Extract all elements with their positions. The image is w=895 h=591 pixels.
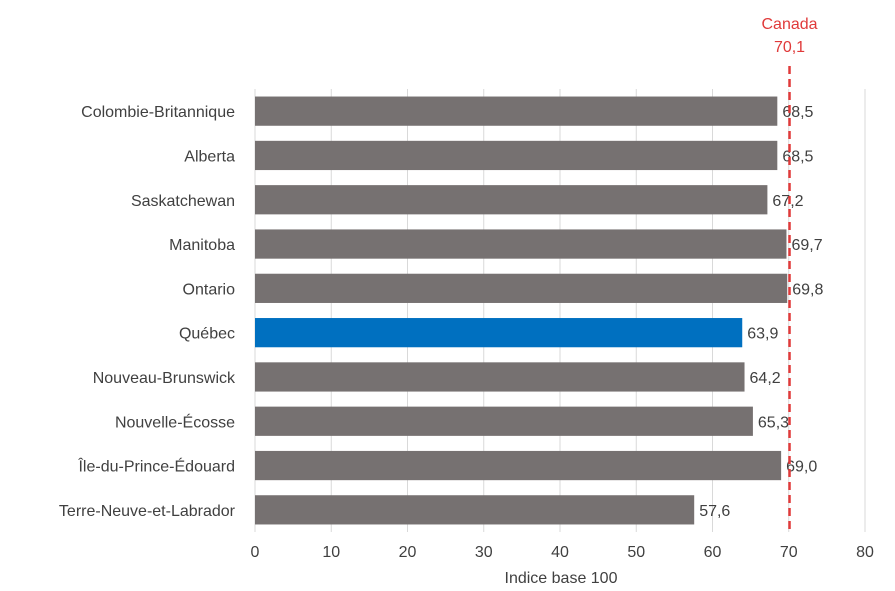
reference-value: 70,1 [774,39,805,56]
value-label: 63,9 [747,326,778,343]
category-label: Colombie-Britannique [81,104,235,121]
bar [255,318,743,348]
x-tick-label: 20 [399,544,417,561]
category-labels: Colombie-Britannique Alberta Saskatchewan M… [59,104,236,520]
category-label: Île-du-Prince-Édouard [77,457,235,476]
x-tick-label: 30 [475,544,493,561]
value-label: 69,8 [792,281,823,298]
bar [255,273,788,303]
category-label: Ontario [183,281,236,298]
bar [255,185,768,215]
x-tick-label: 60 [704,544,722,561]
bar [255,140,778,171]
category-label: Manitoba [169,237,235,254]
x-tick-label: 80 [856,544,874,561]
bars [255,96,788,525]
category-label: Québec [179,326,235,343]
x-axis-tick-labels: 0 10 20 30 40 50 60 70 80 [251,544,874,561]
x-axis-title: Indice base 100 [505,570,618,587]
category-label: Nouvelle-Écosse [115,412,235,431]
reference-name: Canada [761,16,817,33]
x-tick-label: 40 [551,544,569,561]
x-tick-label: 50 [627,544,645,561]
x-tick-label: 70 [780,544,798,561]
value-label: 68,5 [782,104,813,121]
value-label: 68,5 [782,148,813,165]
category-label: Nouveau-Brunswick [93,370,236,387]
value-labels: 68,5 68,5 67,2 69,7 69,8 63,9 64,2 65,3 69,0 57,6 [699,104,823,520]
bar [255,362,745,392]
category-label: Saskatchewan [131,193,235,210]
bar [255,495,695,525]
canada-reference: Canada 70,1 [761,16,818,532]
value-label: 65,3 [758,414,789,431]
x-tick-label: 0 [251,544,260,561]
value-label: 69,0 [786,459,817,476]
value-label: 69,7 [791,237,822,254]
x-tick-label: 10 [322,544,340,561]
value-label: 57,6 [699,503,730,520]
bar [255,96,778,126]
bar [255,229,787,259]
value-label: 64,2 [750,370,781,387]
bar [255,450,782,481]
category-label: Alberta [184,148,235,165]
value-label: 67,2 [772,193,803,210]
bar [255,406,753,436]
category-label: Terre-Neuve-et-Labrador [59,503,236,520]
